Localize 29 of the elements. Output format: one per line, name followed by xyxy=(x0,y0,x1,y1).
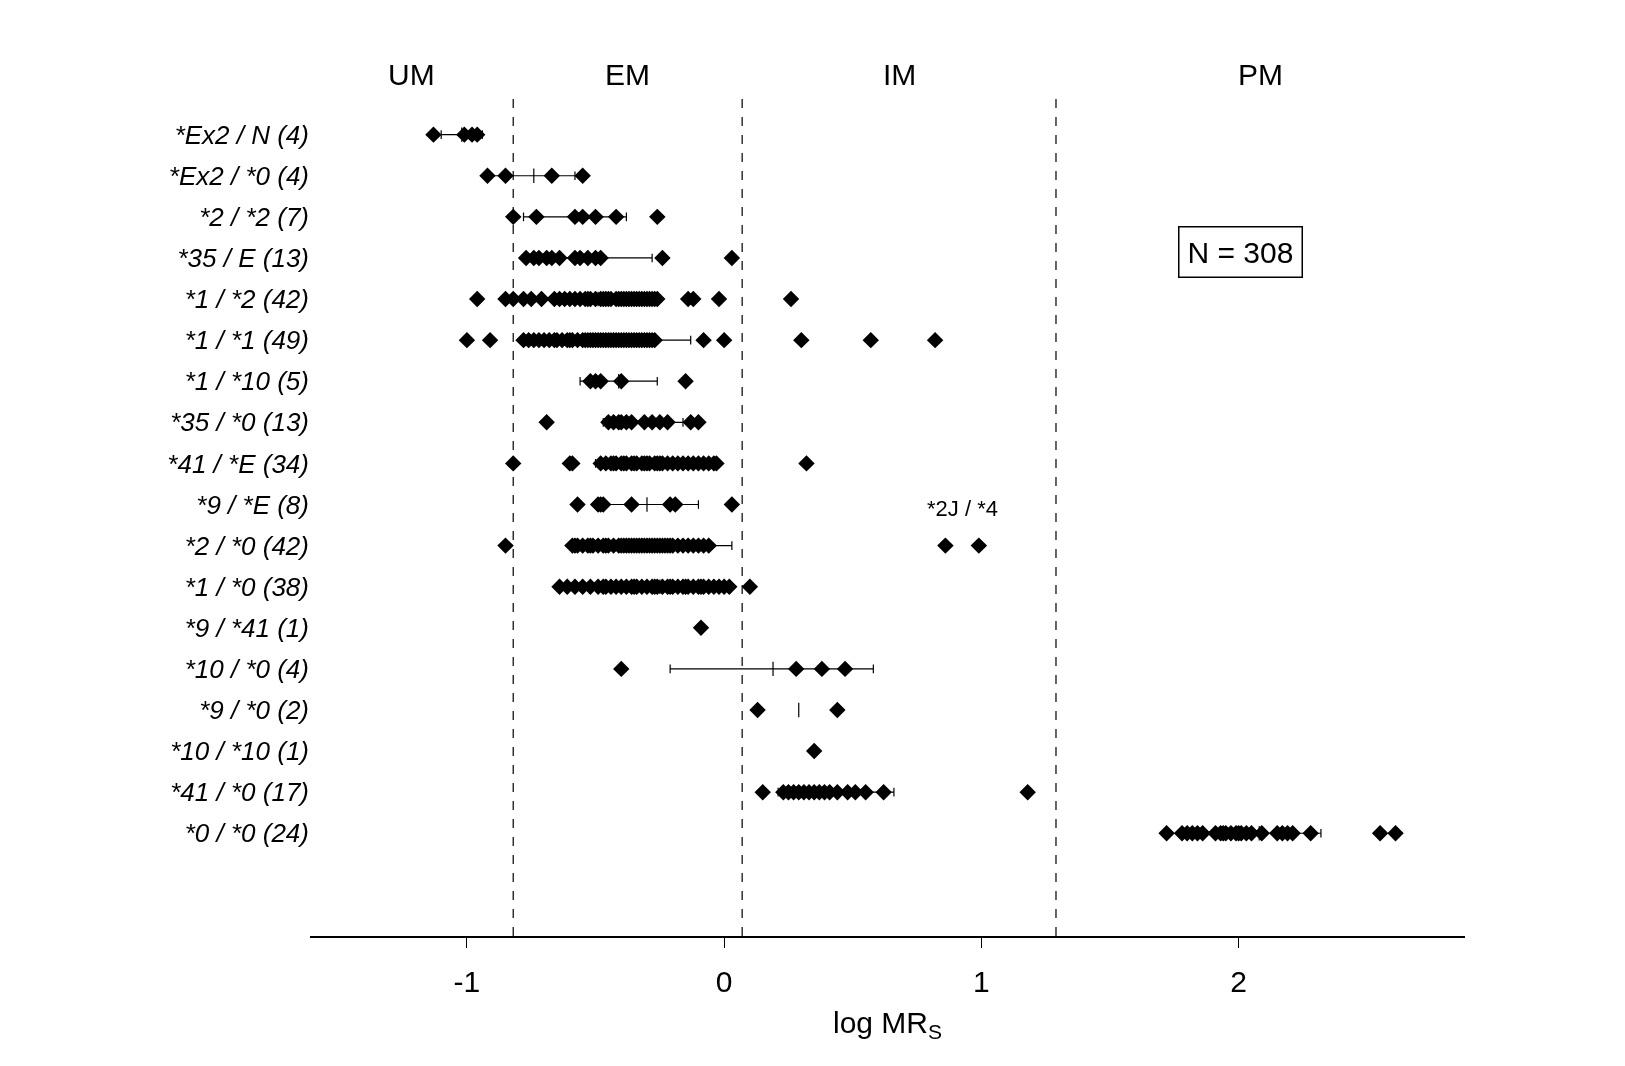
y-tick-label: *Ex2 / N (4) xyxy=(174,119,309,150)
text: IM xyxy=(883,58,917,91)
y-tick-label: *41 / *E (34) xyxy=(167,448,309,479)
y-tick-label: *35 / *0 (13) xyxy=(170,407,309,438)
y-tick-label: *2 / *0 (42) xyxy=(184,530,309,561)
y-tick-label: *35 / E (13) xyxy=(177,243,309,274)
x-tick-label: -1 xyxy=(453,965,481,998)
y-tick-label: *1 / *10 (5) xyxy=(184,366,309,397)
y-tick-label: *1 / *0 (38) xyxy=(184,571,309,602)
text: UM xyxy=(388,58,435,91)
series-label: *2J / *4 xyxy=(927,496,998,521)
y-tick-label: *1 / *2 (42) xyxy=(184,284,309,315)
x-axis-title: log MR$_{S}$ xyxy=(832,1006,943,1044)
y-tick-label: *2 / *2 (7) xyxy=(199,201,309,232)
y-tick-label: *9 / *E (8) xyxy=(196,489,309,520)
y-tick-label: *Ex2 / *0 (4) xyxy=(168,160,309,191)
y-tick-label: *9 / *0 (2) xyxy=(199,695,309,726)
y-tick-label: *10 / *10 (1) xyxy=(170,736,309,767)
y-tick-label: *41 / *0 (17) xyxy=(170,777,309,808)
y-tick-label: *0 / *0 (24) xyxy=(184,818,309,849)
y-tick-label: *9 / *41 (1) xyxy=(184,612,309,643)
text: EM xyxy=(605,58,650,91)
annotation: N = 308 xyxy=(1187,235,1294,269)
y-tick-label: *10 / *0 (4) xyxy=(184,653,309,684)
x-tick-label: 0 xyxy=(715,965,733,998)
x-tick-label: 1 xyxy=(973,965,990,998)
x-tick-label: 2 xyxy=(1230,965,1247,998)
y-tick-label: *1 / *1 (49) xyxy=(184,325,309,356)
text: PM xyxy=(1238,58,1283,91)
